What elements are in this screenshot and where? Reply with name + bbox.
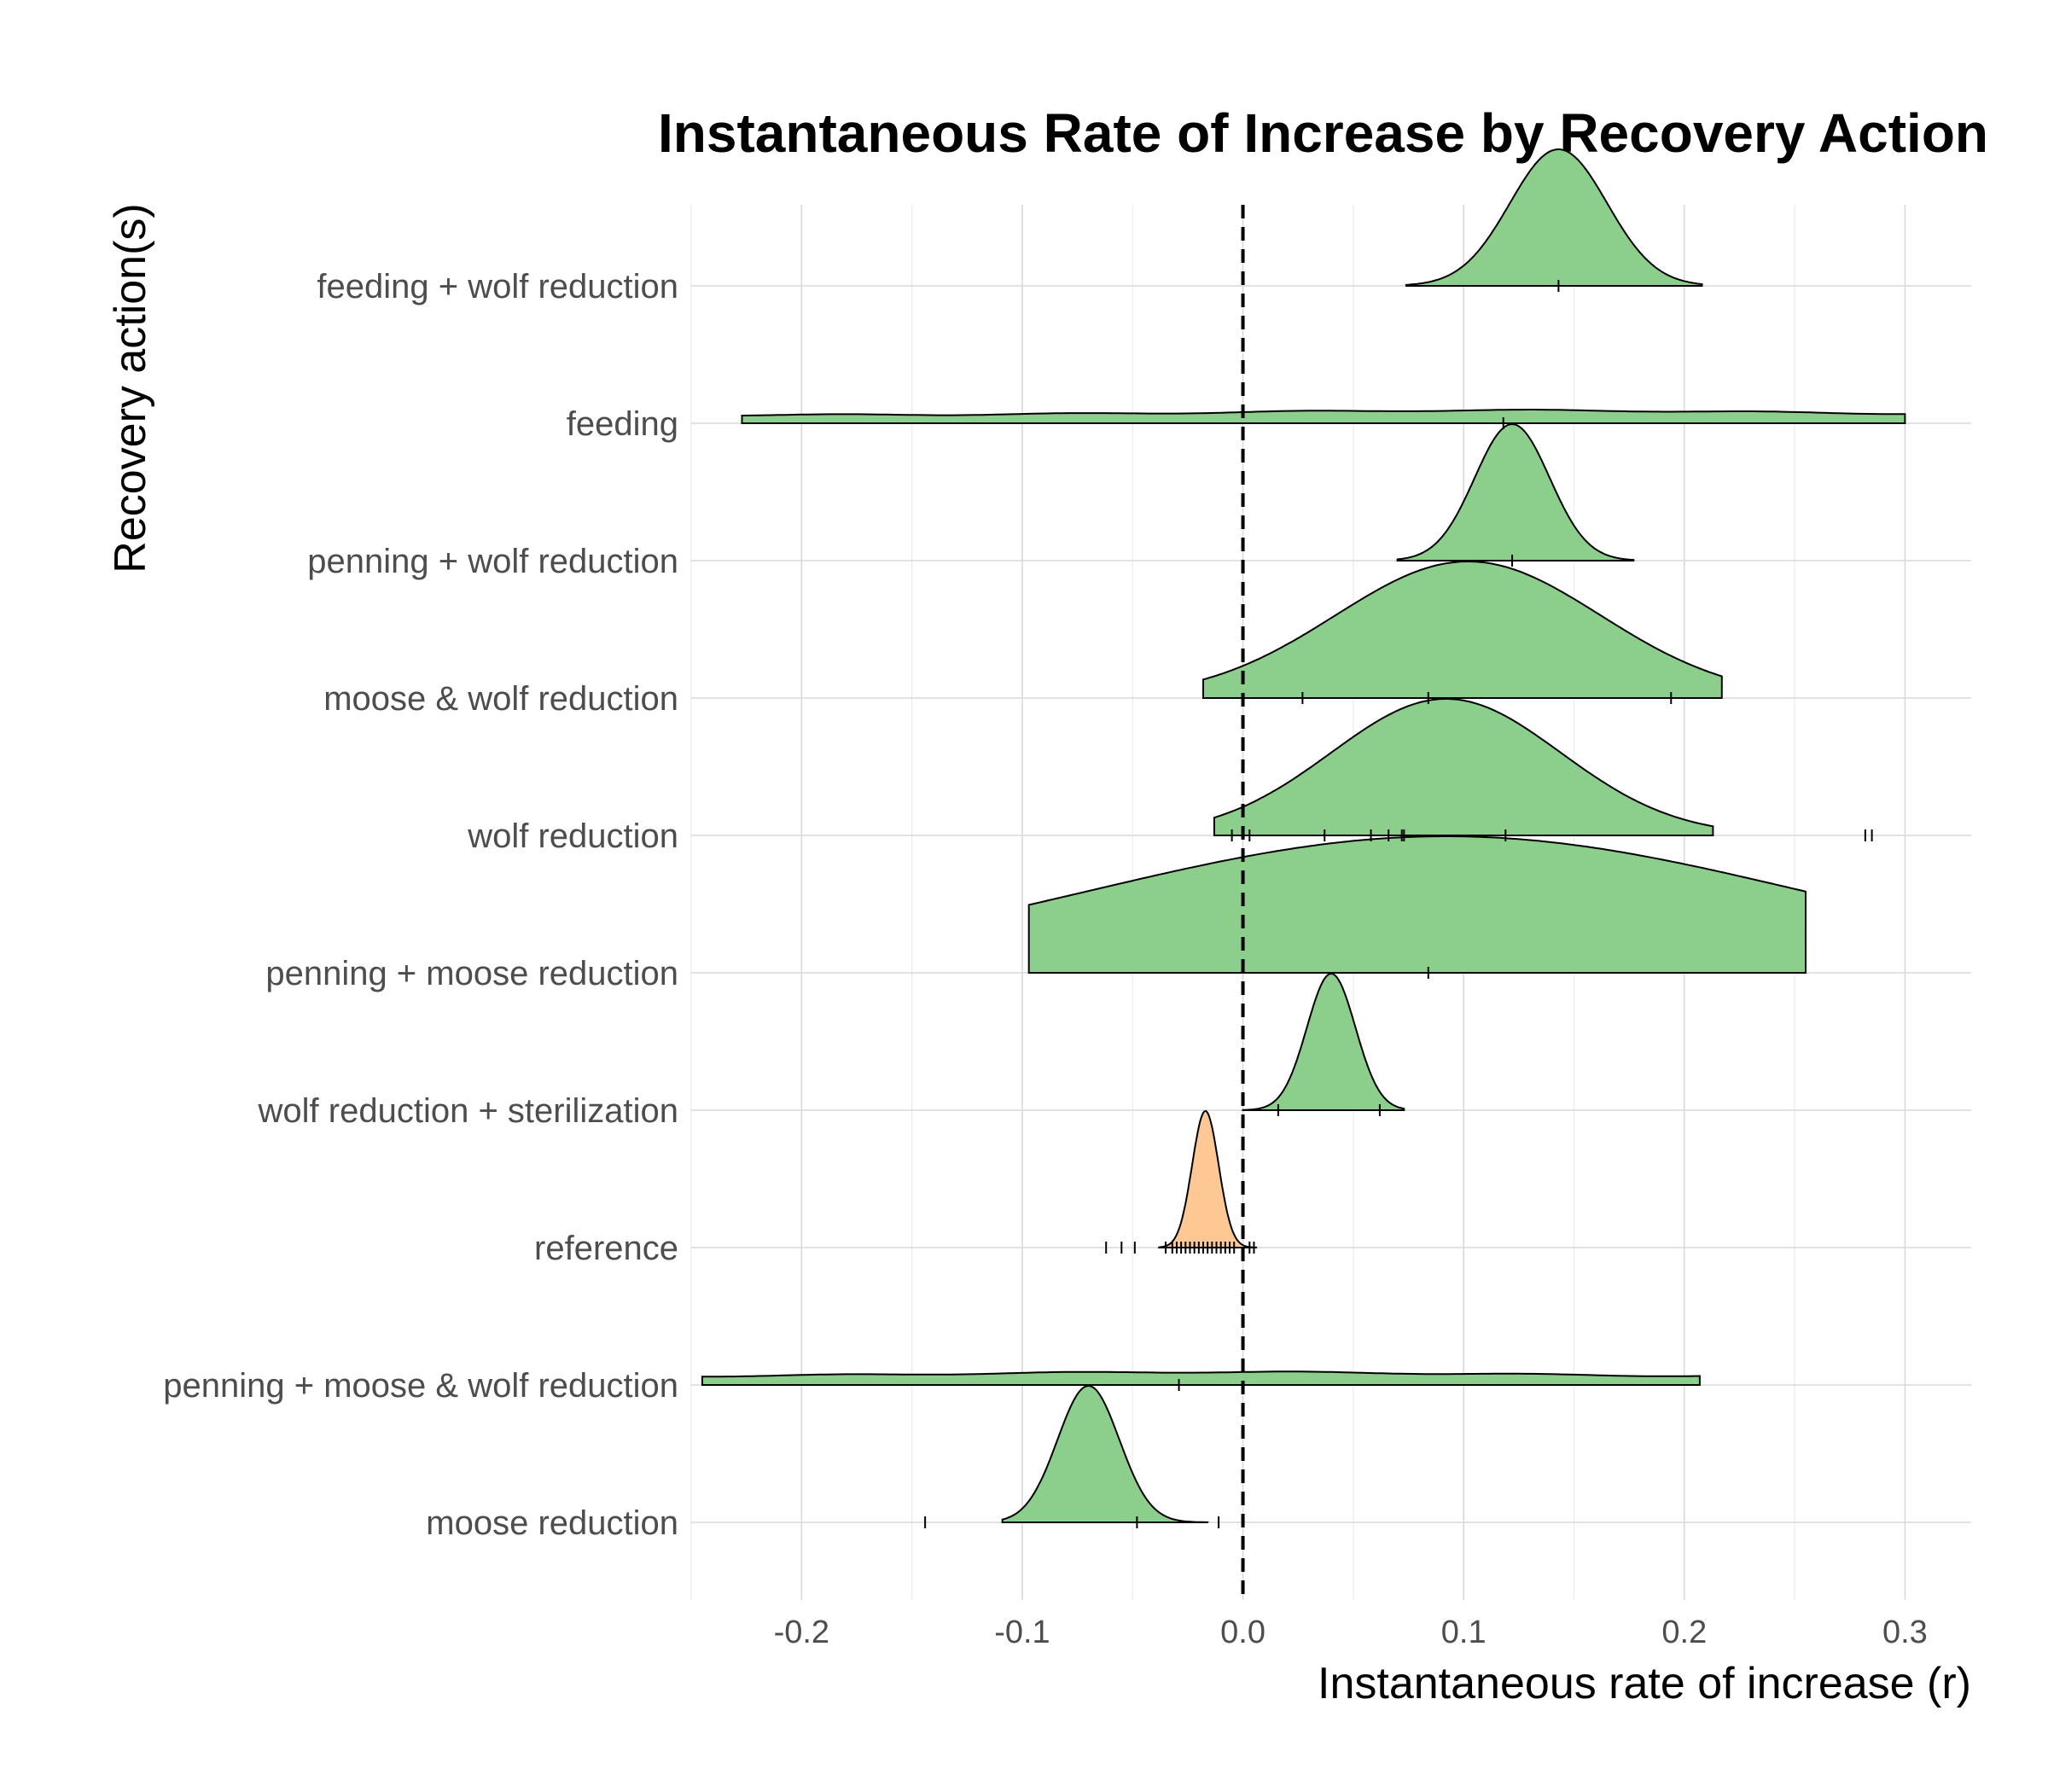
- category-label-4: wolf reduction: [467, 817, 678, 855]
- category-label-1: feeding: [567, 405, 678, 443]
- ridge-7: [1158, 1109, 1258, 1248]
- ridge-1: [741, 409, 1906, 424]
- category-label-0: feeding + wolf reduction: [317, 268, 678, 305]
- ridge-2: [1396, 422, 1635, 561]
- ridge-4: [1213, 698, 1714, 836]
- category-label-7: reference: [534, 1230, 678, 1267]
- x-tick-label-3: 0.1: [1441, 1615, 1487, 1650]
- x-tick-labels: -0.2 -0.1 0.0 0.1 0.2 0.3: [774, 1615, 1928, 1650]
- ridges: [701, 148, 1906, 1523]
- category-label-9: moose reduction: [426, 1504, 678, 1542]
- ridge-6: [1242, 972, 1405, 1111]
- category-label-8: penning + moose & wolf reduction: [163, 1367, 678, 1405]
- category-label-2: penning + wolf reduction: [307, 543, 678, 580]
- ridge-5: [1027, 835, 1807, 974]
- x-tick-label-1: -0.1: [994, 1615, 1050, 1650]
- x-tick-label-5: 0.3: [1882, 1615, 1928, 1650]
- x-tick-label-4: 0.2: [1661, 1615, 1707, 1650]
- x-tick-label-0: -0.2: [774, 1615, 829, 1650]
- ridge-3: [1202, 561, 1723, 699]
- rug-marks: [924, 280, 1873, 1528]
- chart-title: Instantaneous Rate of Increase by Recove…: [658, 102, 1988, 164]
- ridge-8: [701, 1370, 1701, 1386]
- category-label-5: penning + moose reduction: [265, 955, 678, 992]
- x-axis-title: Instantaneous rate of increase (r): [1318, 1659, 1971, 1708]
- ridge-9: [1001, 1384, 1209, 1523]
- x-tick-label-2: 0.0: [1220, 1615, 1265, 1650]
- y-axis-title: Recovery action(s): [106, 203, 155, 573]
- category-label-6: wolf reduction + sterilization: [258, 1092, 678, 1130]
- category-labels: feeding + wolf reduction feeding penning +…: [163, 268, 678, 1542]
- category-label-3: moose & wolf reduction: [323, 680, 678, 718]
- ridge-0: [1405, 148, 1703, 287]
